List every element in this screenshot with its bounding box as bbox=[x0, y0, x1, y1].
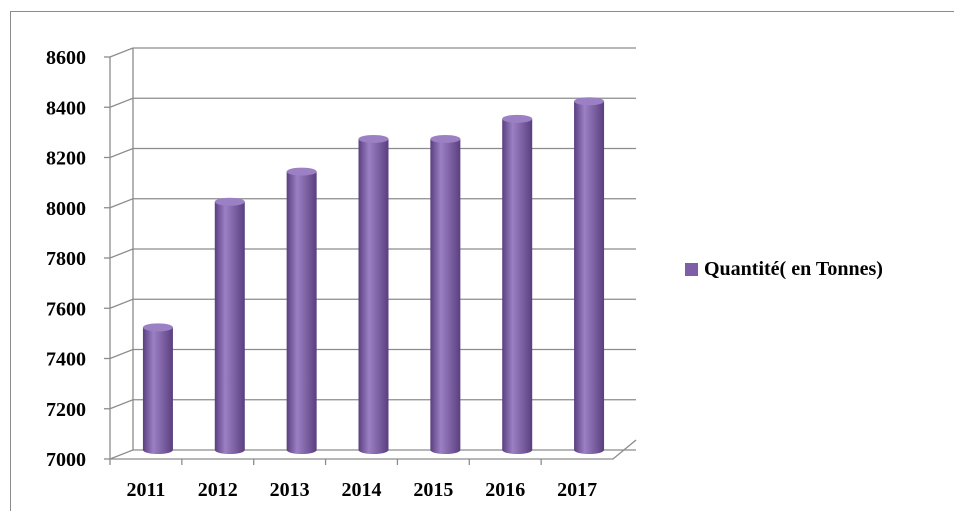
bar-top bbox=[430, 134, 461, 143]
bar-2014 bbox=[358, 134, 389, 454]
y-tick-label: 8600 bbox=[46, 47, 86, 69]
bar-2013 bbox=[286, 167, 317, 454]
bar-body bbox=[430, 138, 461, 454]
x-tick-label: 2015 bbox=[413, 479, 453, 501]
x-tick-label: 2013 bbox=[270, 479, 310, 501]
x-axis-ticks: 2011 2012 2013 2014 2015 2016 2017 bbox=[126, 479, 597, 501]
x-tick-label: 2016 bbox=[485, 479, 525, 501]
x-tick-label: 2011 bbox=[126, 479, 165, 501]
gridline-slant bbox=[109, 248, 134, 259]
bar-top bbox=[214, 197, 245, 206]
chart-frame bbox=[10, 11, 954, 511]
axes bbox=[109, 48, 637, 465]
bar-top bbox=[574, 97, 605, 106]
y-tick-label: 7000 bbox=[46, 449, 86, 471]
bar-top bbox=[502, 114, 533, 123]
gridline-slant bbox=[109, 198, 134, 209]
x-tick-label: 2012 bbox=[198, 479, 238, 501]
bar-body bbox=[286, 171, 317, 454]
bar-2012 bbox=[214, 197, 245, 454]
y-tick-label: 7800 bbox=[46, 248, 86, 270]
bar-2017 bbox=[574, 97, 605, 454]
y-axis-ticks: 7000 7200 7400 7600 7800 8000 8200 8400 8600 bbox=[46, 47, 86, 471]
bar-body bbox=[502, 118, 533, 455]
legend: Quantité( en Tonnes) bbox=[685, 258, 883, 281]
y-tick-label: 7400 bbox=[46, 349, 86, 371]
x-tick-label: 2014 bbox=[342, 479, 382, 501]
bar-2016 bbox=[502, 114, 533, 455]
bar-top bbox=[286, 167, 317, 176]
gridline-slant bbox=[109, 47, 134, 58]
gridline-slant bbox=[109, 298, 134, 309]
y-tick-label: 8200 bbox=[46, 148, 86, 170]
x-tick-label: 2017 bbox=[557, 479, 597, 501]
x-axis-floor bbox=[110, 439, 637, 460]
legend-swatch bbox=[685, 263, 698, 276]
gridline-slant bbox=[109, 147, 134, 159]
gridline-slant bbox=[109, 449, 134, 460]
gridline-slant bbox=[109, 399, 134, 410]
gridline-slant bbox=[109, 348, 134, 360]
gridline-slant bbox=[109, 97, 134, 108]
bar-top bbox=[358, 134, 389, 143]
bar-body bbox=[574, 101, 605, 454]
bar-2015 bbox=[430, 134, 461, 454]
bars bbox=[142, 97, 605, 455]
y-tick-label: 8400 bbox=[46, 97, 86, 119]
y-tick-label: 7600 bbox=[46, 298, 86, 320]
y-tick-label: 8000 bbox=[46, 198, 86, 220]
bar-top bbox=[142, 323, 173, 332]
y-tick-label: 7200 bbox=[46, 399, 86, 421]
bar-body bbox=[214, 201, 245, 454]
legend-label: Quantité( en Tonnes) bbox=[704, 258, 883, 280]
bar-body bbox=[358, 138, 389, 454]
bar-body bbox=[142, 327, 173, 454]
bar-2011 bbox=[142, 323, 173, 454]
